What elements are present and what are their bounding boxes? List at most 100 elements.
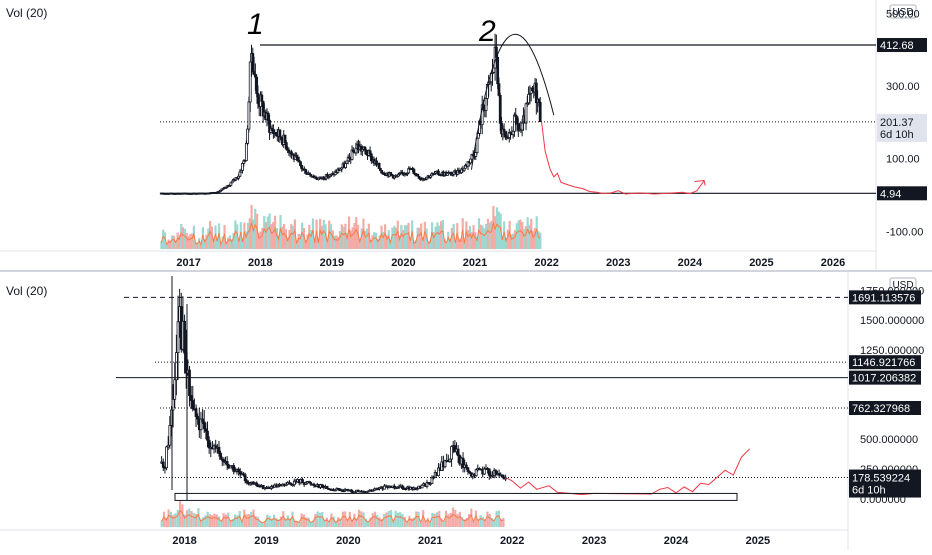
- p2-volume-bar: [376, 514, 379, 527]
- p1-volume-bar: [198, 238, 201, 249]
- p1-volume-bar: [481, 225, 484, 249]
- p2-candle-body: [392, 485, 396, 489]
- p2-volume-bar: [314, 513, 317, 527]
- p1-volume-bar: [355, 217, 358, 249]
- p1-volume-bar: [306, 234, 309, 249]
- p2-volume-bar: [344, 511, 347, 527]
- p1-price-tick-label: 500.00: [886, 8, 920, 20]
- p2-volume-bar: [160, 520, 163, 527]
- p1-volume-bar: [207, 228, 210, 249]
- p1-projection-path[interactable]: [541, 122, 705, 195]
- p2-volume-bar: [169, 511, 173, 527]
- p1-volume-bar: [331, 230, 334, 249]
- p1-volume-bar: [192, 225, 195, 249]
- p1-volume-bar: [522, 229, 526, 249]
- p1-volume-bar: [375, 232, 378, 249]
- p1-countdown-label: 6d 10h: [880, 129, 914, 141]
- p1-volume-bar: [273, 215, 277, 249]
- p2-projection-path[interactable]: [505, 448, 751, 496]
- p2-volume-bar: [263, 520, 267, 527]
- p1-volume-bar: [490, 220, 493, 249]
- p2-candle-body: [491, 474, 494, 477]
- p2-price-tick-label: 1250.000000: [860, 345, 924, 357]
- p2-candle-body: [191, 400, 195, 410]
- p2-candle-body: [371, 489, 375, 492]
- p1-candle-body: [296, 156, 300, 161]
- p2-volume-bar: [412, 517, 416, 527]
- panel-1-currency-box[interactable]: [889, 4, 917, 19]
- p1-volume-bar: [358, 239, 361, 249]
- p2-candle-body: [229, 465, 232, 469]
- p2-volume-bar: [259, 520, 262, 527]
- p1-volume-bar: [295, 241, 298, 249]
- p1-volume-bar: [160, 241, 163, 249]
- p2-volume-bar: [277, 519, 280, 527]
- p1-candle-body: [354, 147, 358, 154]
- p2-candle-body: [376, 488, 380, 491]
- p2-volume-bar: [192, 513, 195, 527]
- p2-range-rectangle[interactable]: [174, 492, 738, 501]
- p2-candle-body: [219, 452, 223, 460]
- p2-volume-bar: [406, 521, 409, 527]
- p2-volume-bar: [321, 511, 324, 527]
- p2-volume-bar: [183, 514, 186, 527]
- p1-volume-bar: [277, 235, 280, 249]
- p2-volume-bar: [502, 517, 505, 527]
- p1-volume-bar: [448, 238, 452, 249]
- panel-1-drawings: [470, 33, 706, 195]
- p2-volume-bar: [348, 511, 351, 527]
- p1-volume-bar: [239, 222, 242, 249]
- p2-candle-body: [401, 485, 404, 489]
- p2-volume-bar: [250, 511, 253, 527]
- panel-2-levels: [116, 296, 848, 479]
- p1-volume-bar: [376, 239, 380, 249]
- p1-volume-bar: [214, 225, 217, 249]
- p1-volume-bar: [474, 232, 477, 249]
- p2-volume-bar: [201, 517, 205, 527]
- p2-volume-bar: [316, 511, 319, 527]
- p1-candle-body: [492, 67, 496, 73]
- p2-volume-bar: [172, 514, 175, 527]
- p1-candle-body: [377, 162, 381, 169]
- p2-candle-body: [245, 480, 249, 483]
- p1-volume-bar: [275, 228, 278, 249]
- p2-volume-bar: [396, 512, 400, 527]
- p1-time-tick-label: 2026: [821, 257, 845, 269]
- p2-volume-bar: [309, 522, 312, 527]
- p2-candle-body: [204, 428, 208, 432]
- p2-last-price-label: 178.539224: [852, 473, 910, 485]
- p1-volume-bar: [443, 239, 446, 249]
- p2-volume-bar: [282, 511, 285, 527]
- p1-volume-bar: [393, 225, 396, 249]
- p1-level-label: 412.68: [880, 40, 914, 52]
- p1-volume-bar: [409, 237, 412, 249]
- p2-level-label: 1146.921766: [852, 357, 915, 369]
- p2-volume-bar: [162, 511, 166, 527]
- p2-candle-body: [448, 458, 452, 462]
- p1-volume-bar: [467, 230, 470, 249]
- p2-time-tick-label: 2020: [336, 535, 360, 547]
- p2-candle-body: [312, 483, 316, 486]
- p2-volume-bar: [461, 516, 464, 527]
- p2-volume-bar: [447, 514, 450, 527]
- p1-candle-body: [538, 101, 542, 122]
- p2-candle-body: [232, 465, 236, 472]
- p1-volume-bar: [337, 236, 340, 249]
- p1-volume-bar: [512, 233, 515, 249]
- panel-2-time-ticks: 2018 2019 2020 2021 2022 2023 2024 2025: [172, 535, 770, 547]
- p1-level-label: 4.94: [880, 188, 901, 200]
- p1-volume-bar: [360, 228, 363, 249]
- p2-volume-bar: [215, 514, 218, 527]
- p2-candle-body: [176, 321, 180, 354]
- p1-arc-drawing[interactable]: [470, 33, 555, 170]
- p1-candle-body: [251, 53, 255, 73]
- p2-volume-bar: [284, 518, 287, 527]
- p2-candle-body: [202, 421, 206, 430]
- p2-volume-bar: [311, 520, 315, 527]
- p1-volume-bar: [219, 244, 223, 249]
- p1-volume-bar: [255, 213, 259, 249]
- p1-volume-bar: [463, 242, 466, 249]
- p1-volume-bar: [488, 222, 491, 249]
- p1-volume-bar: [347, 216, 351, 249]
